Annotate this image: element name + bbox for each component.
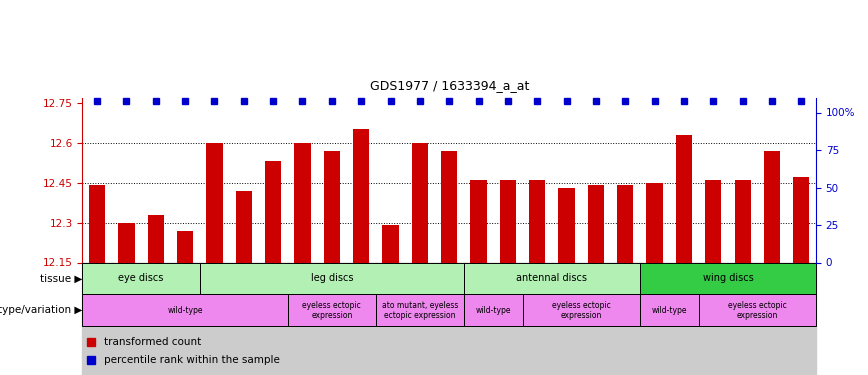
Bar: [236, 190, 252, 262]
Text: eyeless ectopic
expression: eyeless ectopic expression: [302, 301, 361, 320]
Text: ato mutant, eyeless
ectopic expression: ato mutant, eyeless ectopic expression: [382, 301, 458, 320]
Bar: [640, 262, 816, 294]
Bar: [793, 177, 809, 262]
Bar: [470, 180, 487, 262]
Text: tissue ▶: tissue ▶: [40, 273, 82, 284]
Bar: [177, 231, 194, 262]
Bar: [647, 183, 662, 262]
Bar: [441, 151, 457, 262]
Bar: [324, 151, 340, 262]
Text: eyeless ectopic
expression: eyeless ectopic expression: [552, 301, 610, 320]
Bar: [617, 185, 634, 262]
Bar: [82, 294, 288, 326]
Bar: [82, 262, 816, 375]
Text: transformed count: transformed count: [104, 336, 201, 346]
Text: genotype/variation ▶: genotype/variation ▶: [0, 305, 82, 315]
Text: eyeless ectopic
expression: eyeless ectopic expression: [728, 301, 786, 320]
Bar: [640, 294, 699, 326]
Bar: [294, 143, 311, 262]
Bar: [207, 143, 222, 262]
Text: leg discs: leg discs: [311, 273, 353, 284]
Bar: [705, 180, 721, 262]
Bar: [411, 143, 428, 262]
Text: antennal discs: antennal discs: [516, 273, 588, 284]
Bar: [523, 294, 640, 326]
Bar: [676, 135, 692, 262]
Bar: [82, 262, 200, 294]
Bar: [588, 185, 604, 262]
Bar: [464, 294, 523, 326]
Bar: [500, 180, 516, 262]
Text: percentile rank within the sample: percentile rank within the sample: [104, 355, 280, 365]
Bar: [265, 161, 281, 262]
Bar: [118, 223, 135, 262]
Text: wild-type: wild-type: [168, 306, 203, 315]
Bar: [288, 294, 376, 326]
Text: wild-type: wild-type: [476, 306, 511, 315]
Bar: [376, 294, 464, 326]
Bar: [353, 129, 369, 262]
Bar: [734, 180, 751, 262]
Text: wild-type: wild-type: [652, 306, 687, 315]
Bar: [529, 180, 545, 262]
Title: GDS1977 / 1633394_a_at: GDS1977 / 1633394_a_at: [370, 79, 529, 92]
Bar: [200, 262, 464, 294]
Bar: [89, 185, 105, 262]
Bar: [148, 214, 164, 262]
Text: wing discs: wing discs: [702, 273, 753, 284]
Bar: [464, 262, 640, 294]
Bar: [764, 151, 780, 262]
Bar: [558, 188, 575, 262]
Text: eye discs: eye discs: [118, 273, 164, 284]
Bar: [699, 294, 816, 326]
Bar: [383, 225, 398, 262]
